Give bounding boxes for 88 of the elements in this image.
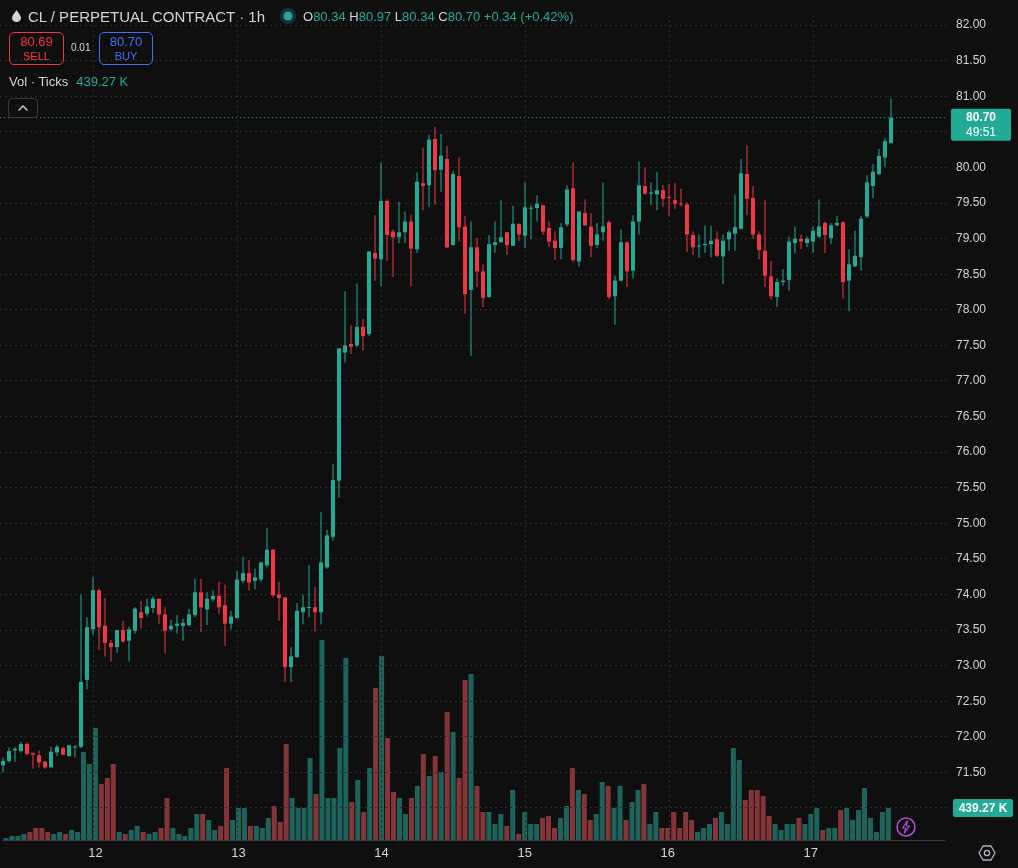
y-tick-label: 74.00 <box>956 586 987 601</box>
bar <box>140 832 146 840</box>
x-tick-label: 13 <box>231 845 246 861</box>
bar <box>408 798 414 840</box>
y-tick-label: 76.00 <box>956 444 987 459</box>
bar <box>504 826 510 840</box>
bar <box>116 832 122 840</box>
x-tick-label: 17 <box>803 845 819 861</box>
annotation: SELL <box>23 49 50 63</box>
bar <box>575 790 581 840</box>
y-tick-label: 75.50 <box>956 480 987 495</box>
bar <box>200 814 206 840</box>
bar <box>510 790 516 840</box>
y-tick-label: 78.50 <box>956 266 987 281</box>
x-tick-label: 16 <box>660 845 675 861</box>
x-tick-label: 15 <box>517 845 532 861</box>
bar <box>623 820 629 840</box>
candlestick <box>667 183 671 216</box>
y-tick-label: 79.00 <box>956 230 987 245</box>
bar <box>438 772 444 840</box>
bar <box>426 776 432 840</box>
bar <box>313 794 319 840</box>
bar <box>355 780 361 840</box>
candlestick <box>649 182 653 206</box>
y-tick-label: 77.00 <box>956 373 987 388</box>
candlestick <box>373 215 377 281</box>
x-tick-label: 12 <box>88 845 103 861</box>
candlestick <box>73 745 77 758</box>
candlestick <box>679 188 683 207</box>
annotation: Vol · Ticks <box>9 74 69 89</box>
y-tick-label: 74.50 <box>956 551 987 566</box>
y-tick-label: 77.50 <box>956 337 987 352</box>
annotation: 0.01 <box>71 42 91 53</box>
bar <box>796 818 802 840</box>
candlestick <box>421 147 425 211</box>
bar <box>361 812 367 840</box>
y-tick-label: 73.00 <box>956 657 987 672</box>
y-tick-label: 72.50 <box>956 693 987 708</box>
bar <box>414 786 420 840</box>
candlestick <box>697 234 701 258</box>
bar <box>432 756 438 840</box>
candlestick <box>349 325 353 354</box>
bar <box>468 674 474 840</box>
annotation: 80.69 <box>20 33 53 50</box>
bar <box>569 768 575 840</box>
annotation: 439.27 K <box>76 74 129 89</box>
text: 439.27 K <box>953 799 1013 817</box>
y-tick-label: 79.50 <box>956 195 987 210</box>
bar <box>379 656 385 840</box>
y-tick-label: 82.00 <box>956 17 987 32</box>
bar <box>838 810 844 840</box>
bar <box>367 768 373 840</box>
sell-button: 80.69 SELL <box>9 32 64 65</box>
annotation: O80.34 H80.97 L80.34 C80.70 +0.34 (+0.42%) <box>303 8 574 24</box>
y-tick-label: 81.00 <box>956 88 987 103</box>
bar <box>605 786 611 840</box>
candlestick <box>277 581 281 621</box>
candlestick <box>31 752 35 769</box>
y-tick-label: 73.50 <box>956 622 987 637</box>
bar <box>349 802 355 840</box>
ref-line-label: 80.70 <box>965 109 997 124</box>
y-tick-label: 78.00 <box>956 302 987 317</box>
buy-button: 80.70 BUY <box>99 32 153 65</box>
candlestick <box>529 205 533 240</box>
bar <box>63 834 69 840</box>
annotation: BUY <box>114 49 138 63</box>
bar <box>516 834 522 840</box>
y-tick-label: 80.00 <box>956 159 987 174</box>
annotation: 80.70 <box>109 33 143 50</box>
chart-title: CL / PERPETUAL CONTRACT · 1h <box>28 7 265 25</box>
text: 49:51 <box>965 124 997 139</box>
bar <box>450 732 456 840</box>
candlestick <box>493 221 497 253</box>
bar <box>122 834 128 840</box>
y-tick-label: 72.00 <box>956 729 987 744</box>
bar <box>820 830 826 840</box>
bar <box>444 712 450 840</box>
y-tick-label: 75.00 <box>956 515 987 530</box>
candlestick <box>307 565 311 618</box>
y-tick-label: 71.50 <box>956 764 987 779</box>
bar <box>247 826 253 840</box>
bar <box>373 688 379 840</box>
x-tick-label: 14 <box>374 845 389 861</box>
bar <box>420 754 426 840</box>
y-tick-label: 81.50 <box>956 53 987 68</box>
bar <box>712 818 718 840</box>
y-tick-label: 76.50 <box>956 408 987 423</box>
bar <box>641 784 647 840</box>
